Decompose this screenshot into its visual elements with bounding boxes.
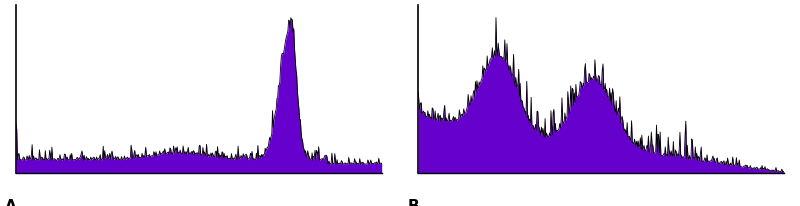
Text: A: A <box>5 198 17 206</box>
Text: B: B <box>407 198 419 206</box>
